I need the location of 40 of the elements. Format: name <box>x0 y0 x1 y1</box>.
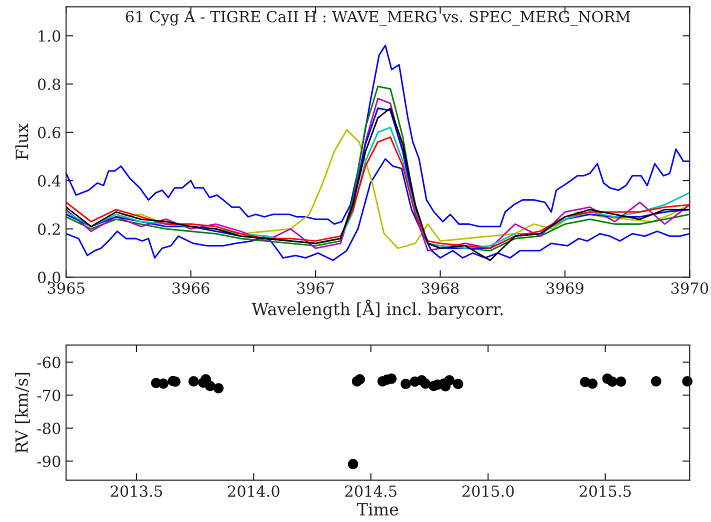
x-tick-label: 2013.5 <box>110 485 162 497</box>
y-tick-label: -80 <box>37 422 60 434</box>
y-tick-label: -90 <box>37 456 60 468</box>
x-axis-title: Time <box>357 503 398 516</box>
point <box>420 378 431 389</box>
point <box>607 376 618 387</box>
y-tick-label: -60 <box>37 356 60 368</box>
y-tick-label: 1.0 <box>38 30 60 42</box>
y-tick-label: -70 <box>37 390 60 402</box>
x-tick-label: 3965 <box>48 282 84 294</box>
point <box>400 378 411 390</box>
point <box>651 376 662 386</box>
x-tick-label: 2014.5 <box>345 485 396 497</box>
point <box>587 378 598 389</box>
point <box>158 378 169 389</box>
point <box>204 380 216 392</box>
point <box>348 458 358 470</box>
y-axis-title: Flux <box>15 124 28 160</box>
x-tick-label: 2014.0 <box>228 485 280 497</box>
y-tick-label: 0.6 <box>38 126 60 138</box>
x-tick-label: 3968 <box>422 282 459 294</box>
point <box>188 376 199 386</box>
point <box>354 374 365 384</box>
chart-title: 61 Cyg A - TIGRE CaII H : WAVE_MERG vs. SPEC_MERG_NORM <box>126 10 630 26</box>
x-tick-label: 3967 <box>297 282 334 294</box>
x-tick-label: 2015.0 <box>462 485 514 497</box>
x-tick-label: 3969 <box>546 282 584 294</box>
point <box>616 376 626 387</box>
point <box>444 375 455 386</box>
point <box>213 383 224 394</box>
x-tick-label: 3970 <box>671 282 708 294</box>
x-axis-title: Wavelength [Å] incl. barycorr. <box>252 300 503 319</box>
y-tick-label: 0.2 <box>38 223 60 235</box>
y-tick-label: 0.8 <box>38 78 60 90</box>
x-tick-label: 3966 <box>172 282 210 294</box>
y-tick-label: 0.4 <box>38 175 60 187</box>
y-axis-title: RV [km/s] <box>14 372 30 453</box>
y-tick-label: 0.0 <box>38 272 60 284</box>
x-tick-label: 2015.5 <box>580 485 631 497</box>
point <box>452 378 464 390</box>
